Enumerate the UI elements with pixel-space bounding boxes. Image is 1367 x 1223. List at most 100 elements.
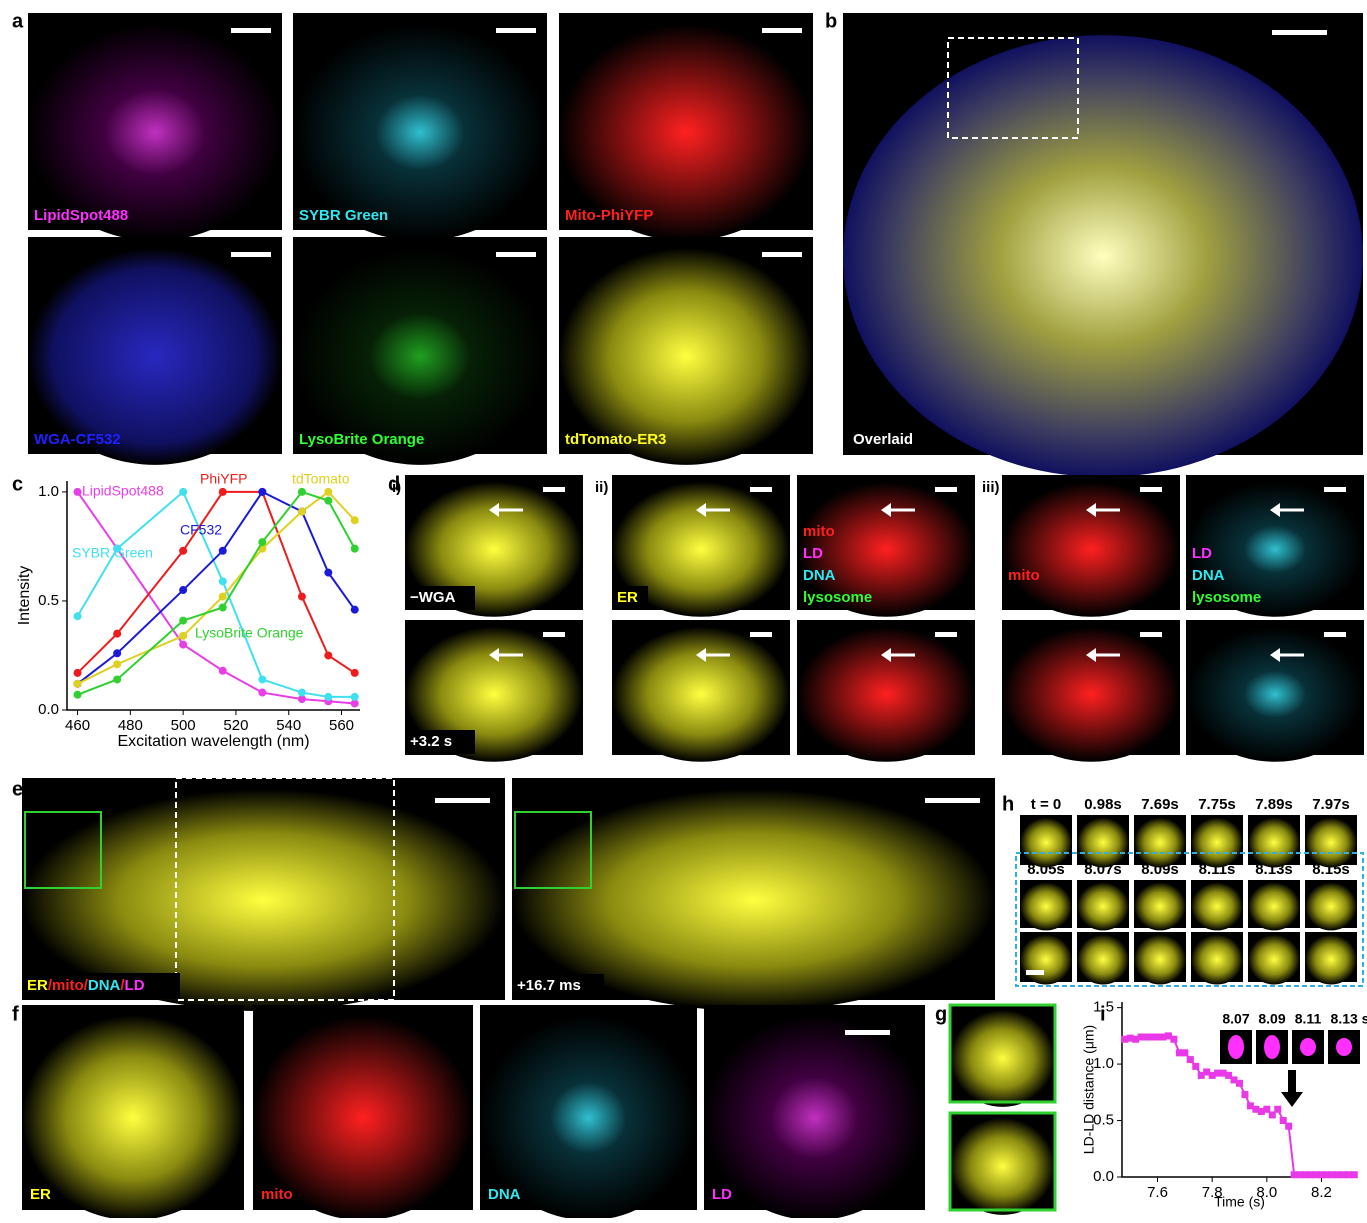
scale-bar: [1026, 970, 1044, 975]
x-tick-label: 460: [65, 717, 90, 734]
point: [74, 612, 82, 620]
scale-bar: [845, 1030, 890, 1035]
series-label: tdTomato: [292, 471, 350, 487]
image-signal: [1002, 482, 1180, 617]
panel-letter: f: [12, 1003, 19, 1025]
image-signal: [22, 1015, 244, 1218]
panel-letter: a: [12, 10, 24, 32]
image-signal: [1020, 818, 1072, 868]
image-label: DNA: [1192, 567, 1225, 584]
point: [1274, 1106, 1281, 1113]
point: [1241, 1091, 1248, 1098]
image-label: ER: [30, 1186, 51, 1203]
y-tick-label: 0.0: [1093, 1168, 1114, 1185]
axes: [67, 481, 360, 710]
series-line: [78, 492, 355, 673]
y-tick-label: 0.5: [38, 592, 59, 609]
point: [219, 488, 227, 496]
image-label: LipidSpot488: [34, 207, 128, 224]
scale-bar: [935, 632, 957, 637]
image-signal: [1305, 935, 1357, 985]
point: [298, 488, 306, 496]
point: [351, 669, 359, 677]
image-label: +3.2 s: [410, 733, 452, 750]
image-signal: [1134, 818, 1186, 868]
x-tick-label: 7.6: [1147, 1184, 1168, 1201]
image-label: LD: [803, 545, 823, 562]
image-label: LysoBrite Orange: [299, 431, 424, 448]
time-label: 0.98s: [1084, 796, 1122, 813]
image-signal: [1134, 935, 1186, 985]
inset-signal: [1336, 1038, 1352, 1056]
scale-bar: [762, 28, 802, 33]
scale-bar: [935, 487, 957, 492]
scale-bar: [1324, 632, 1346, 637]
series-label: LysoBrite Orange: [195, 625, 304, 641]
figure: abcdefghiLipidSpot488SYBR GreenMito-PhiY…: [0, 0, 1367, 1218]
point: [351, 693, 359, 701]
image-signal: [1248, 882, 1300, 930]
time-label: 7.89s: [1255, 796, 1293, 813]
scale-bar: [496, 252, 536, 257]
scale-bar: [925, 798, 980, 803]
point: [113, 649, 121, 657]
image-label: WGA-CF532: [34, 431, 121, 448]
image-label: mito: [261, 1186, 293, 1203]
image-signal: [1191, 935, 1243, 985]
image-signal: [950, 1010, 1055, 1107]
point: [74, 669, 82, 677]
point: [1236, 1080, 1243, 1087]
scale-bar: [762, 252, 802, 257]
annotation: 8.09: [1258, 1011, 1285, 1027]
scale-bar: [1324, 487, 1346, 492]
point: [298, 593, 306, 601]
y-tick-label: 1.5: [1093, 999, 1114, 1016]
sub-label: iii): [982, 479, 1000, 496]
point: [258, 488, 266, 496]
arrow-head: [1281, 1092, 1303, 1107]
point: [258, 538, 266, 546]
image-label: mito: [803, 523, 835, 540]
x-tick-label: 520: [223, 717, 248, 734]
series-label: PhiYFP: [200, 471, 247, 487]
point: [179, 488, 187, 496]
point: [1351, 1171, 1358, 1178]
scale-bar: [231, 252, 271, 257]
image-signal: [1077, 882, 1129, 930]
scale-bar: [543, 632, 565, 637]
x-tick-label: 540: [276, 717, 301, 734]
point: [324, 693, 332, 701]
image-signal: [1077, 935, 1129, 985]
point: [351, 516, 359, 524]
point: [179, 632, 187, 640]
image-signal: [1305, 882, 1357, 930]
image-signal: [1186, 627, 1364, 762]
y-axis-title: LD-LD distance (μm): [1081, 1025, 1097, 1154]
image-signal: [1020, 882, 1072, 930]
arrow-shaft: [1288, 1070, 1296, 1092]
image-label: lysosome: [1192, 589, 1261, 606]
point: [351, 545, 359, 553]
image-label: Overlaid: [853, 431, 913, 448]
point: [324, 651, 332, 659]
annotation: 8.07: [1222, 1011, 1249, 1027]
image-signal: [1134, 882, 1186, 930]
point: [179, 547, 187, 555]
point: [324, 488, 332, 496]
image-signal: [1020, 935, 1072, 985]
image-signal: [1002, 627, 1180, 762]
time-label: 7.69s: [1141, 796, 1179, 813]
panel-letter: h: [1002, 793, 1014, 815]
image-signal: [1077, 818, 1129, 868]
x-axis-title: Time (s): [1214, 1194, 1265, 1210]
scale-bar: [1140, 487, 1162, 492]
image-signal: [950, 1118, 1055, 1215]
image-label: LD: [125, 977, 145, 994]
point: [179, 641, 187, 649]
image-label: DNA: [88, 977, 121, 994]
point: [219, 577, 227, 585]
point: [298, 508, 306, 516]
point: [219, 603, 227, 611]
image-signal: [704, 1015, 925, 1218]
image-signal: [1305, 818, 1357, 868]
